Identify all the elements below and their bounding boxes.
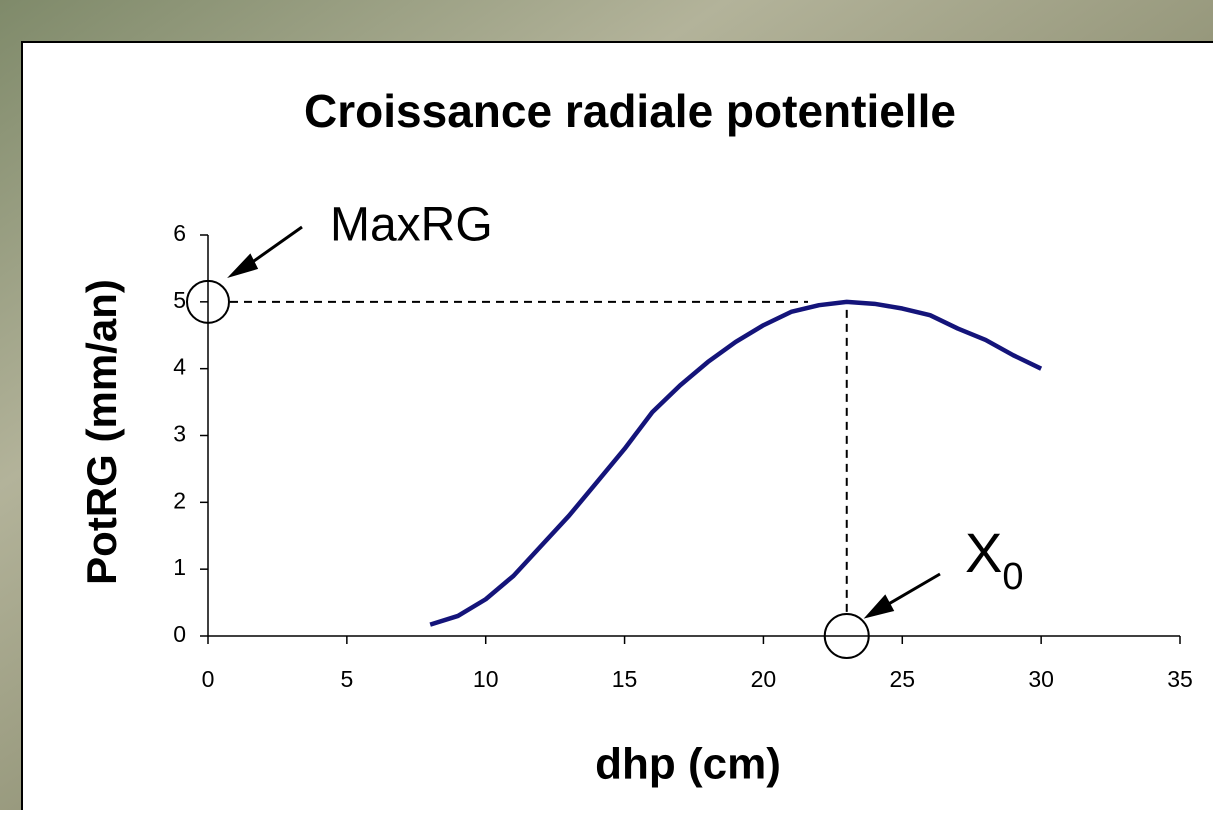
annotation-main: X	[965, 521, 1002, 584]
y-tick-label: 4	[173, 354, 186, 380]
arrow-head	[227, 253, 259, 278]
x-tick-label: 20	[751, 666, 777, 692]
y-tick-label: 5	[173, 287, 186, 313]
x-tick-label: 0	[202, 666, 215, 692]
x-tick-label: 5	[340, 666, 353, 692]
x-tick-label: 15	[612, 666, 638, 692]
y-tick-label: 2	[173, 487, 186, 513]
annotation-text: MaxRG	[330, 199, 493, 252]
arrow-head	[863, 594, 895, 619]
x-axis-label: dhp (cm)	[595, 740, 781, 789]
x0-marker	[823, 613, 870, 659]
y-tick-label: 6	[173, 220, 186, 246]
data-line	[429, 299, 1043, 627]
x-tick-label: 35	[1167, 666, 1193, 692]
x-tick-label: 30	[1028, 666, 1054, 692]
y-tick-label: 3	[173, 421, 186, 447]
arrows	[227, 225, 941, 619]
max-marker	[186, 279, 230, 324]
x-tick-label: 10	[473, 666, 499, 692]
y-tick-label: 1	[173, 554, 186, 580]
chart-title: Croissance radiale potentielle	[304, 85, 956, 137]
y-tick-label: 0	[173, 621, 186, 647]
chart-panel	[21, 41, 1213, 815]
x-tick-label: 25	[889, 666, 915, 692]
annotation-subscript: 0	[1002, 556, 1023, 598]
y-axis-label: PotRG (mm/an)	[78, 279, 125, 585]
annotation-text: X0	[965, 521, 1024, 598]
